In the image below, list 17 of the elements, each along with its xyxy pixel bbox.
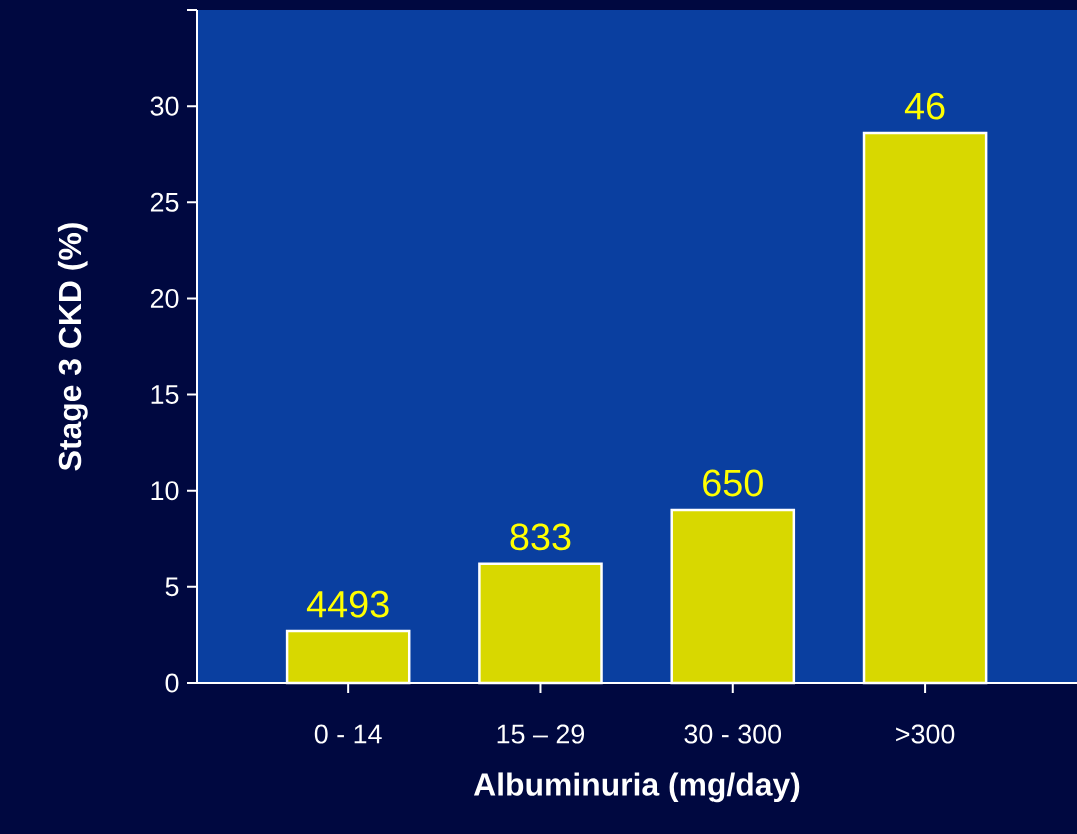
x-axis-title: Albuminuria (mg/day) bbox=[473, 772, 800, 803]
annotation: 4493 bbox=[306, 590, 389, 618]
x-tick-label: 0 - 14 bbox=[314, 724, 382, 744]
y-tick-label: 20 bbox=[150, 288, 179, 308]
y-tick-label: 25 bbox=[150, 192, 179, 212]
annotation: 833 bbox=[510, 523, 571, 551]
annotation: 650 bbox=[703, 469, 763, 497]
y-tick-label: 0 bbox=[165, 673, 179, 693]
y-tick-label: 30 bbox=[150, 96, 179, 116]
y-tick-label: 10 bbox=[151, 481, 179, 501]
x-tick-label: 30 - 300 bbox=[684, 724, 782, 744]
annotation: 46 bbox=[904, 92, 945, 120]
y-tick-label: 15 bbox=[151, 385, 179, 404]
y-tick-label: 5 bbox=[165, 577, 179, 597]
x-tick-label: 15 – 29 bbox=[497, 724, 585, 744]
y-axis-title: Stage 3 CKD (%) bbox=[57, 223, 88, 471]
x-tick-label: >300 bbox=[896, 724, 955, 744]
